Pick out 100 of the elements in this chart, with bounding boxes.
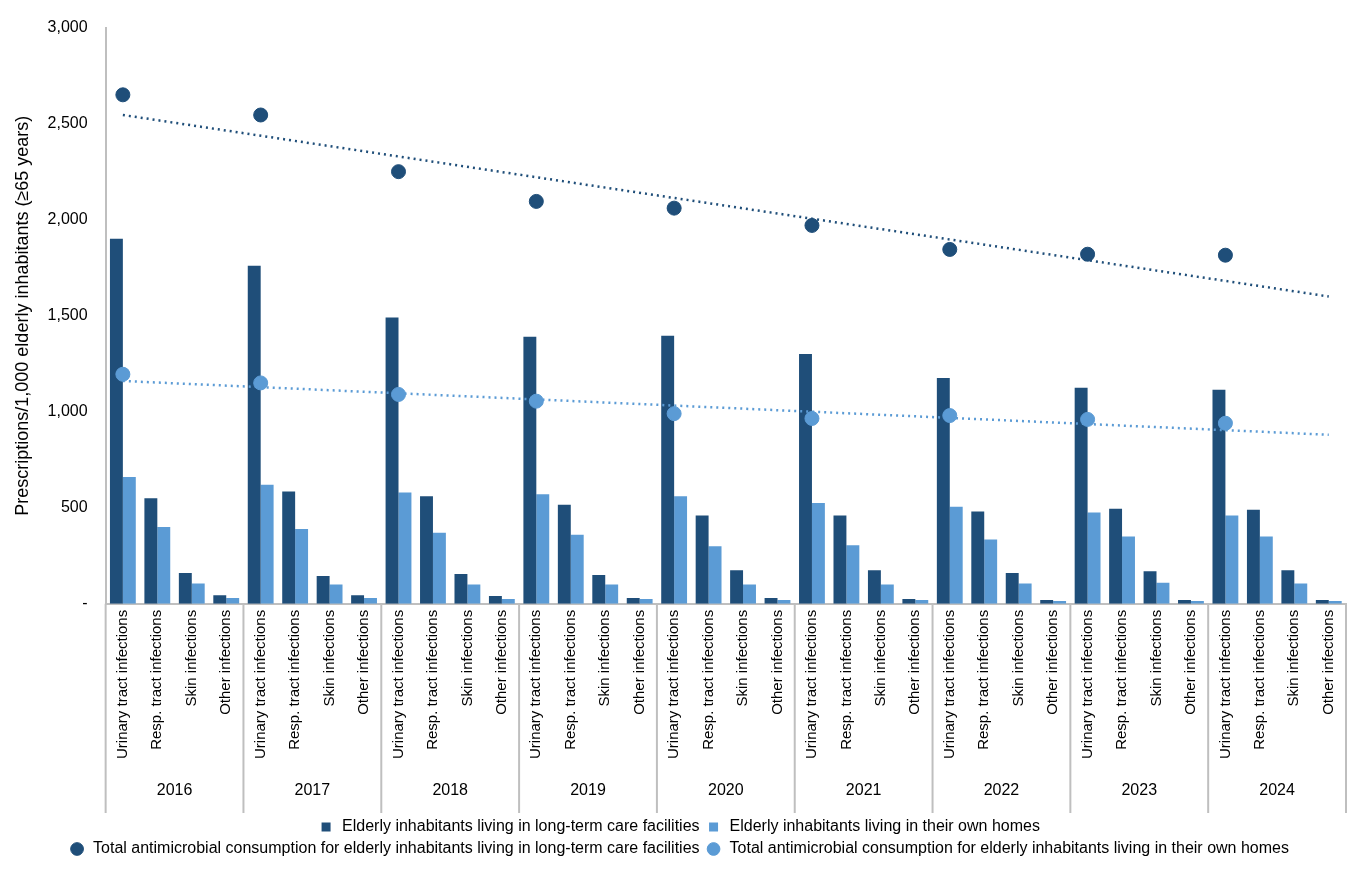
bar — [191, 583, 205, 604]
bar — [1281, 570, 1295, 604]
point — [528, 393, 544, 409]
point — [528, 193, 544, 209]
bar — [695, 515, 709, 604]
bar — [1018, 583, 1032, 604]
bar — [1246, 509, 1260, 604]
bar — [316, 575, 330, 604]
bar — [799, 354, 812, 604]
point — [804, 410, 820, 426]
bar — [432, 532, 446, 604]
bar — [329, 584, 343, 604]
point — [115, 366, 131, 382]
x-tick-label: Skin infections — [871, 609, 889, 707]
x-tick-label: Other infections — [629, 609, 647, 715]
bar — [157, 526, 171, 604]
x-tick-label: Skin infections — [319, 609, 337, 707]
bar — [984, 539, 998, 604]
x-tick-label: Skin infections — [181, 609, 199, 707]
x-tick-label: Skin infections — [1284, 609, 1302, 707]
point — [1080, 411, 1096, 427]
legend-label: Elderly inhabitants living in their own homes — [729, 817, 1040, 835]
point — [1217, 415, 1233, 431]
bar — [213, 595, 227, 604]
bar — [109, 238, 123, 604]
point — [942, 241, 958, 257]
x-tick-label: Urinary tract infections — [664, 609, 682, 759]
x-tick-label: Resp. tract infections — [1250, 609, 1267, 750]
bar — [557, 504, 571, 604]
x-tick-label: Other infections — [216, 609, 234, 715]
y-tick-label: 2,500 — [47, 114, 88, 132]
x-tick-label: Resp. tract infections — [423, 609, 441, 750]
text: 2017 — [294, 781, 331, 799]
bar — [488, 596, 502, 604]
point — [253, 375, 269, 391]
x-tick-label: Resp. tract infections — [698, 609, 716, 750]
bar — [420, 496, 433, 604]
x-tick-label: Urinary tract infections — [388, 609, 406, 759]
point — [1217, 247, 1233, 263]
x-tick-label: Other infections — [767, 609, 785, 715]
y-tick-label: 2,000 — [47, 210, 88, 228]
bar — [385, 317, 399, 604]
x-tick-label: Other infections — [354, 609, 372, 715]
x-tick-label: Skin infections — [733, 609, 751, 707]
point — [115, 87, 131, 103]
bar — [936, 378, 950, 604]
x-tick-label: Urinary tract infections — [1215, 609, 1233, 759]
text: 2023 — [1121, 781, 1158, 799]
bar — [949, 506, 963, 604]
text: 2019 — [570, 781, 606, 799]
y-tick-label: 500 — [60, 498, 88, 516]
bar — [730, 570, 744, 604]
point — [804, 217, 820, 233]
bar — [144, 498, 158, 604]
bar — [536, 494, 550, 604]
bar — [1143, 571, 1157, 604]
text: 2020 — [708, 781, 744, 799]
y-tick-label: 3,000 — [47, 18, 88, 36]
bar — [1122, 536, 1135, 604]
x-tick-label: Resp. tract infections — [147, 609, 165, 750]
x-tick-label: Other infections — [1181, 609, 1199, 715]
point — [666, 406, 682, 422]
x-tick-label: Resp. tract infections — [974, 609, 992, 750]
text: 2022 — [983, 781, 1020, 799]
y-tick-label: 1,000 — [47, 402, 88, 420]
x-tick-label: Resp. tract infections — [285, 609, 303, 750]
x-tick-label: Resp. tract infections — [836, 609, 854, 750]
bar — [523, 336, 537, 604]
x-tick-label: Urinary tract infections — [526, 609, 544, 759]
x-tick-label: Urinary tract infections — [939, 609, 957, 759]
x-tick-label: Skin infections — [1008, 609, 1026, 707]
bar — [743, 584, 756, 604]
x-tick-label: Other infections — [1043, 609, 1061, 715]
bar — [454, 574, 468, 604]
text: 2016 — [156, 781, 193, 799]
bar — [708, 546, 722, 604]
point — [391, 386, 406, 402]
bar — [1259, 536, 1273, 604]
point — [666, 200, 682, 216]
x-tick-label: Skin infections — [1146, 609, 1164, 707]
legend-label: Total antimicrobial consumption for elderly inhabitants living in long-term care facilities — [93, 839, 700, 857]
x-tick-label: Resp. tract infections — [1112, 609, 1130, 750]
point — [1080, 246, 1096, 262]
bar — [122, 477, 136, 604]
y-tick-label: 1,500 — [47, 306, 88, 324]
point — [942, 408, 958, 424]
x-tick-label: Urinary tract infections — [113, 609, 131, 759]
point — [391, 164, 406, 180]
bar — [570, 534, 584, 604]
bar — [1087, 512, 1101, 604]
bar — [971, 511, 985, 604]
y-axis-title: Prescriptions/1,000 elderly inhabitants (≥65 years) — [11, 115, 32, 516]
bar — [1109, 508, 1123, 604]
bar — [833, 515, 847, 604]
bar — [247, 265, 261, 604]
point — [253, 107, 269, 123]
bar — [1225, 515, 1239, 604]
bar — [282, 491, 296, 604]
text: 2018 — [432, 781, 469, 799]
bar — [260, 484, 274, 604]
